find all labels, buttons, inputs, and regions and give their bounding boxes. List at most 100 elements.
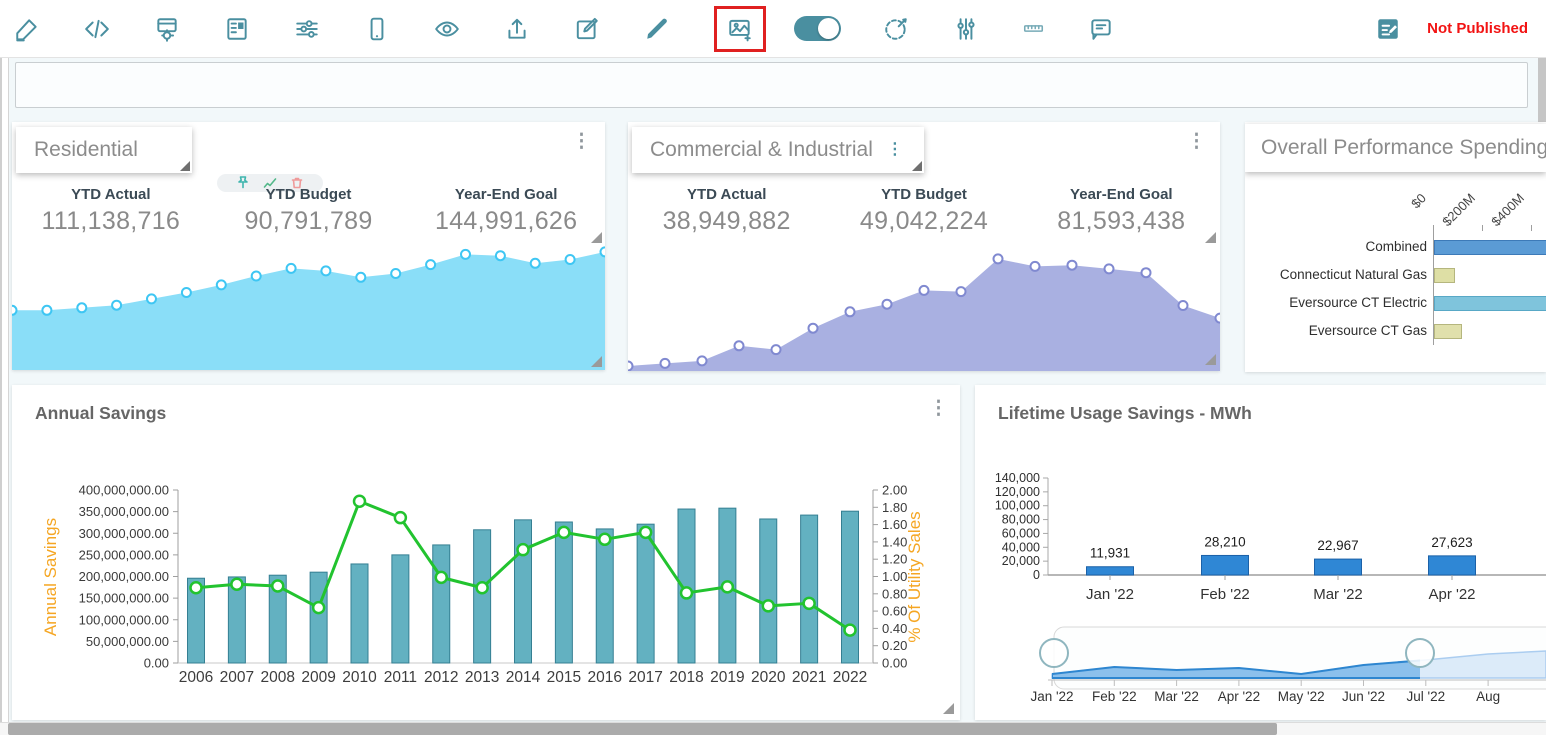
compose-edit-button[interactable] bbox=[574, 16, 600, 42]
widget-commercial: Commercial & Industrial ⋮ ⋮ YTD Actual38… bbox=[628, 122, 1220, 371]
horizontal-scrollbar-thumb[interactable] bbox=[8, 723, 1277, 735]
svg-text:2021: 2021 bbox=[792, 669, 826, 686]
annual-bar bbox=[555, 522, 572, 663]
commercial-area-marker bbox=[1105, 264, 1114, 273]
lifetime-bar bbox=[1202, 555, 1249, 575]
navigator-right-handle[interactable] bbox=[1406, 639, 1434, 667]
commercial-menu-kebab-icon[interactable]: ⋮ bbox=[1187, 132, 1206, 151]
widget-resize-handle[interactable] bbox=[591, 232, 602, 243]
residential-title: Residential bbox=[34, 138, 138, 162]
overall-axis-tick bbox=[1482, 225, 1483, 231]
edit-pencil-button[interactable] bbox=[14, 16, 40, 42]
layout-report-button[interactable] bbox=[224, 16, 250, 42]
svg-text:0.40: 0.40 bbox=[882, 621, 907, 636]
widget-settings-icon bbox=[154, 16, 180, 42]
commercial-area-marker bbox=[1216, 314, 1221, 323]
widget-overall-performance: Overall Performance Spending $0$200M$400… bbox=[1245, 122, 1546, 372]
svg-text:2017: 2017 bbox=[628, 669, 662, 686]
lifetime-bar-label: 11,931 bbox=[1090, 546, 1130, 561]
kpi-ytd-actual: YTD Actual38,949,882 bbox=[628, 186, 825, 236]
residential-area-marker bbox=[252, 272, 261, 281]
svg-text:2012: 2012 bbox=[424, 669, 458, 686]
navigator-month-label: May '22 bbox=[1278, 689, 1325, 704]
annual-line-point bbox=[395, 512, 406, 523]
navigator-month-label: Jul '22 bbox=[1406, 689, 1445, 704]
residential-kpi-row: YTD Actual111,138,716 YTD Budget90,791,7… bbox=[12, 186, 605, 236]
svg-text:2011: 2011 bbox=[384, 669, 417, 686]
code-button[interactable] bbox=[84, 16, 110, 42]
svg-text:2010: 2010 bbox=[342, 669, 377, 686]
residential-area-marker bbox=[217, 280, 226, 289]
svg-text:40,000: 40,000 bbox=[1002, 540, 1040, 554]
annual-bar bbox=[637, 524, 654, 663]
horizontal-scrollbar-track[interactable] bbox=[0, 722, 1546, 735]
annual-line-point bbox=[354, 496, 365, 507]
svg-text:0.20: 0.20 bbox=[882, 638, 907, 653]
commercial-area-marker bbox=[809, 324, 818, 333]
lifetime-svg: 140,000120,000100,00080,00060,00040,0002… bbox=[975, 385, 1546, 720]
widget-resize-handle[interactable] bbox=[943, 703, 954, 714]
annual-line-point bbox=[845, 625, 856, 636]
comment-feedback-button[interactable] bbox=[1088, 16, 1114, 42]
filter-bar-input[interactable] bbox=[15, 62, 1528, 108]
annual-line-point bbox=[804, 598, 815, 609]
publish-status-text: Not Published bbox=[1427, 20, 1528, 37]
lifetime-bar bbox=[1087, 567, 1134, 575]
navigator-left-handle[interactable] bbox=[1040, 639, 1068, 667]
view-eye-button[interactable] bbox=[434, 16, 460, 42]
overall-bar bbox=[1434, 240, 1546, 255]
svg-text:0.60: 0.60 bbox=[882, 604, 907, 619]
annual-bar bbox=[842, 511, 859, 663]
residential-area-marker bbox=[426, 260, 435, 269]
image-add-highlight-box bbox=[714, 6, 766, 52]
equalizer-settings-button[interactable] bbox=[953, 16, 979, 42]
navigator-month-label: Feb '22 bbox=[1092, 689, 1137, 704]
commercial-kpi-row: YTD Actual38,949,882 YTD Budget49,042,22… bbox=[628, 186, 1220, 236]
annual-bar bbox=[474, 530, 491, 663]
svg-text:1.80: 1.80 bbox=[882, 500, 907, 515]
export-upload-button[interactable] bbox=[504, 16, 530, 42]
commercial-area-marker bbox=[920, 286, 929, 295]
annual-combo-chart: 400,000,000.00350,000,000.00300,000,000.… bbox=[12, 385, 960, 720]
annual-line-point bbox=[763, 600, 774, 611]
svg-text:0.00: 0.00 bbox=[882, 656, 907, 671]
commercial-area-marker bbox=[661, 359, 670, 368]
widget-resize-handle[interactable] bbox=[591, 356, 602, 367]
commercial-area-marker bbox=[1068, 261, 1077, 270]
annual-line-point bbox=[313, 602, 324, 613]
svg-text:Jan '22: Jan '22 bbox=[1086, 586, 1134, 603]
svg-text:350,000,000.00: 350,000,000.00 bbox=[79, 504, 169, 519]
widget-settings-button[interactable] bbox=[154, 16, 180, 42]
widget-resize-handle[interactable] bbox=[1205, 354, 1216, 365]
title-resize-handle[interactable] bbox=[180, 161, 190, 171]
theme-brush-button[interactable] bbox=[883, 16, 909, 42]
annual-bar bbox=[596, 529, 613, 663]
lifetime-bar bbox=[1315, 559, 1362, 575]
overall-axis-tick-label: $0 bbox=[1384, 190, 1429, 235]
overall-axis-tick bbox=[1531, 225, 1532, 231]
image-add-button[interactable] bbox=[727, 16, 753, 42]
publish-document-button[interactable] bbox=[1375, 16, 1401, 42]
svg-text:2009: 2009 bbox=[301, 669, 335, 686]
widget-resize-handle[interactable] bbox=[1205, 232, 1216, 243]
theme-brush-icon bbox=[883, 16, 909, 42]
mobile-preview-button[interactable] bbox=[364, 16, 390, 42]
pixel-ruler-button[interactable] bbox=[1023, 18, 1044, 39]
residential-area-marker bbox=[391, 269, 400, 278]
style-pen-button[interactable] bbox=[644, 16, 670, 42]
annual-line-point bbox=[231, 579, 242, 590]
overall-category-label: Connecticut Natural Gas bbox=[1245, 267, 1427, 282]
residential-title-box[interactable]: Residential bbox=[16, 127, 192, 173]
residential-menu-kebab-icon[interactable]: ⋮ bbox=[572, 132, 591, 151]
residential-area-marker bbox=[287, 264, 296, 273]
filter-sliders-button[interactable] bbox=[294, 16, 320, 42]
equalizer-settings-icon bbox=[953, 16, 979, 42]
edit-mode-toggle[interactable] bbox=[794, 16, 841, 41]
commercial-title-kebab-icon[interactable]: ⋮ bbox=[887, 142, 903, 158]
svg-text:2.00: 2.00 bbox=[882, 483, 907, 498]
top-toolbar: Not Published bbox=[0, 0, 1546, 58]
export-upload-icon bbox=[504, 16, 530, 42]
lifetime-bar bbox=[1429, 556, 1476, 575]
title-resize-handle[interactable] bbox=[912, 161, 922, 171]
commercial-title-box[interactable]: Commercial & Industrial ⋮ bbox=[632, 127, 924, 173]
